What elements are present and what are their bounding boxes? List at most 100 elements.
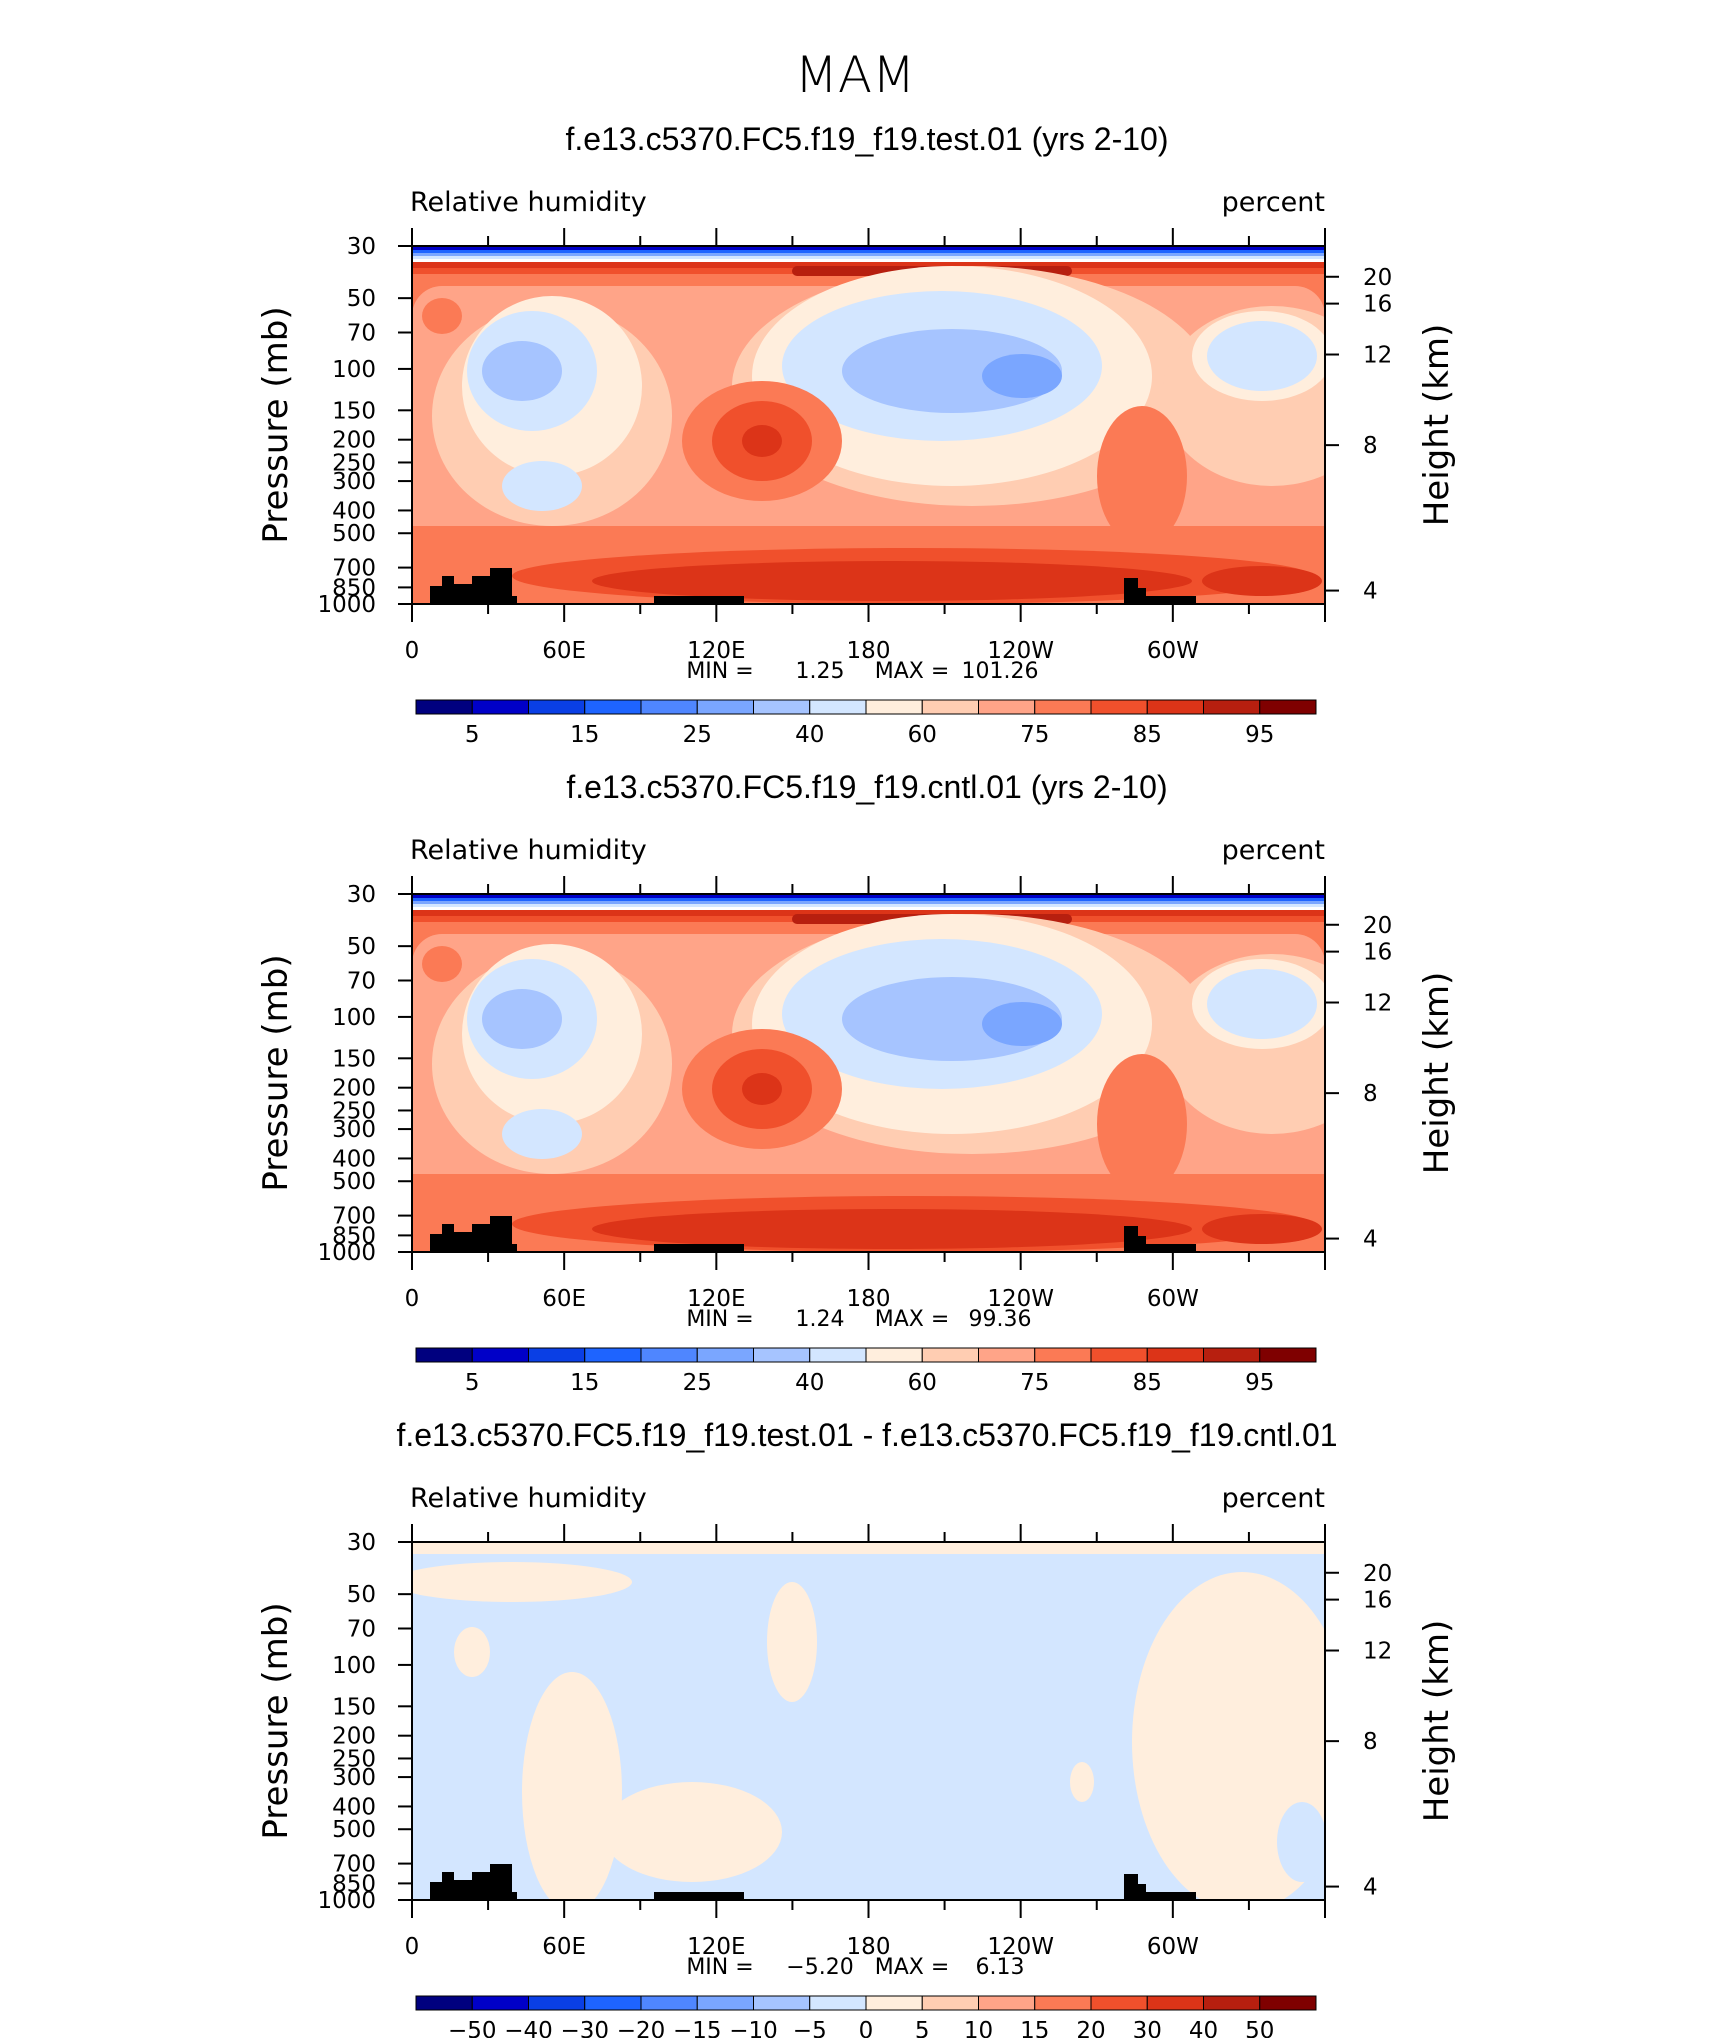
topography-block [430,1882,444,1900]
colorbar-box [528,1347,586,1363]
strat-band [412,253,1325,256]
colorbar-box [1090,1347,1148,1363]
colorbar-box [528,1995,586,2011]
colorbar-box [809,699,867,715]
moist-region [1097,1054,1187,1194]
colorbar-box [809,1347,867,1363]
topography [430,1216,1196,1252]
colorbar-label: 95 [1245,1370,1274,1396]
max-value: 99.36 [969,1307,1032,1332]
topography-block [490,1216,512,1252]
topography [430,1864,1196,1900]
contour-field [412,1542,1325,1900]
topography-block [442,1224,454,1252]
colorbar-box [865,1995,923,2011]
topography-block [454,1232,472,1252]
topography-block [1146,1892,1196,1900]
height-tick-label: 12 [1363,991,1392,1017]
colorbar-label: 75 [1020,1370,1049,1396]
colorbar-label: 15 [570,722,599,748]
colorbar-box [696,1347,754,1363]
diff-region [522,1672,622,1900]
strat-band [412,907,1325,910]
diff-region [1070,1762,1094,1802]
colorbar-box [921,1995,979,2011]
boundary-layer [592,1209,1192,1249]
x-tick-label: 0 [405,1934,420,1960]
colorbar-box [753,1995,811,2011]
x-tick-label: 0 [405,1286,420,1312]
y-tick-label: 30 [347,882,376,908]
colorbar-box [584,699,642,715]
moist-region [1097,406,1187,546]
colorbar-label: 30 [1133,2018,1162,2038]
boundary-layer [1202,566,1322,596]
height-tick-label: 16 [1363,292,1392,318]
colorbar-box [978,1995,1036,2011]
colorbar-box [921,699,979,715]
panel-title: f.e13.c5370.FC5.f19_f19.cntl.01 (yrs 2-1… [566,769,1167,805]
height-tick-label: 20 [1363,913,1392,939]
strat-band [412,910,1325,916]
height-tick-label: 20 [1363,1561,1392,1587]
topography-block [430,586,444,604]
colorbar-label: −30 [560,2018,609,2038]
colorbar-label: −20 [617,2018,666,2038]
y-tick-label: 1000 [317,1240,376,1266]
y-tick-label: 250 [332,1098,376,1124]
y-tick-label: 100 [332,357,376,383]
y-tick-label: 400 [332,1794,376,1820]
topography-block [1138,1884,1146,1900]
y-tick-label: 30 [347,234,376,260]
panel-3: 0 60E 120E 180 120W 60W3050701001502002503004… [256,1417,1457,2038]
right-string: percent [1222,1483,1325,1514]
colorbar-box [1146,1347,1204,1363]
min-value: −5.20 [786,1955,853,1980]
topography-block [654,1244,744,1252]
x-tick-label: 60E [542,638,586,664]
y-tick-label: 500 [332,1817,376,1843]
y-tick-label: 30 [347,1530,376,1556]
topography-block [654,596,744,604]
colorbar-box [471,1995,529,2011]
colorbar-box [753,699,811,715]
y-tick-label: 100 [332,1005,376,1031]
y-tick-label: 250 [332,1746,376,1772]
y-axis-label: Pressure (mb) [256,954,296,1191]
panel-title: f.e13.c5370.FC5.f19_f19.test.01 - f.e13.… [396,1417,1337,1453]
colorbar-box [1203,1995,1261,2011]
y-tick-label: 100 [332,1653,376,1679]
y-tick-label: 700 [332,1852,376,1878]
dry-region [982,1002,1062,1046]
colorbar-box [1146,699,1204,715]
x-tick-label: 180 [847,1286,891,1312]
y-tick-label: 400 [332,498,376,524]
dry-region [1207,969,1317,1039]
height-tick-label: 4 [1363,1227,1378,1253]
colorbar-box [1146,1995,1204,2011]
left-string: Relative humidity [410,835,647,866]
colorbar-box [1259,699,1317,715]
colorbar-label: 5 [465,1370,480,1396]
diff-region [1277,1802,1325,1882]
x-tick-label: 120E [687,1286,745,1312]
diff-region [412,1562,632,1602]
max-value: 101.26 [962,659,1039,684]
topography-block [1146,596,1196,604]
colorbar-label: 85 [1133,1370,1162,1396]
height-tick-label: 12 [1363,1639,1392,1665]
colorbar-label: 10 [964,2018,993,2038]
colorbar-box [415,1995,473,2011]
min-value: 1.24 [796,1307,845,1332]
max-value: 6.13 [976,1955,1025,1980]
left-string: Relative humidity [410,187,647,218]
y-tick-label: 200 [332,1724,376,1750]
colorbar-box [471,1347,529,1363]
moist-region [742,425,782,457]
colorbar-box [1259,1347,1317,1363]
colorbar-box [471,699,529,715]
height-tick-label: 16 [1363,1588,1392,1614]
colorbar-label: 60 [908,722,937,748]
colorbar-box [640,1995,698,2011]
